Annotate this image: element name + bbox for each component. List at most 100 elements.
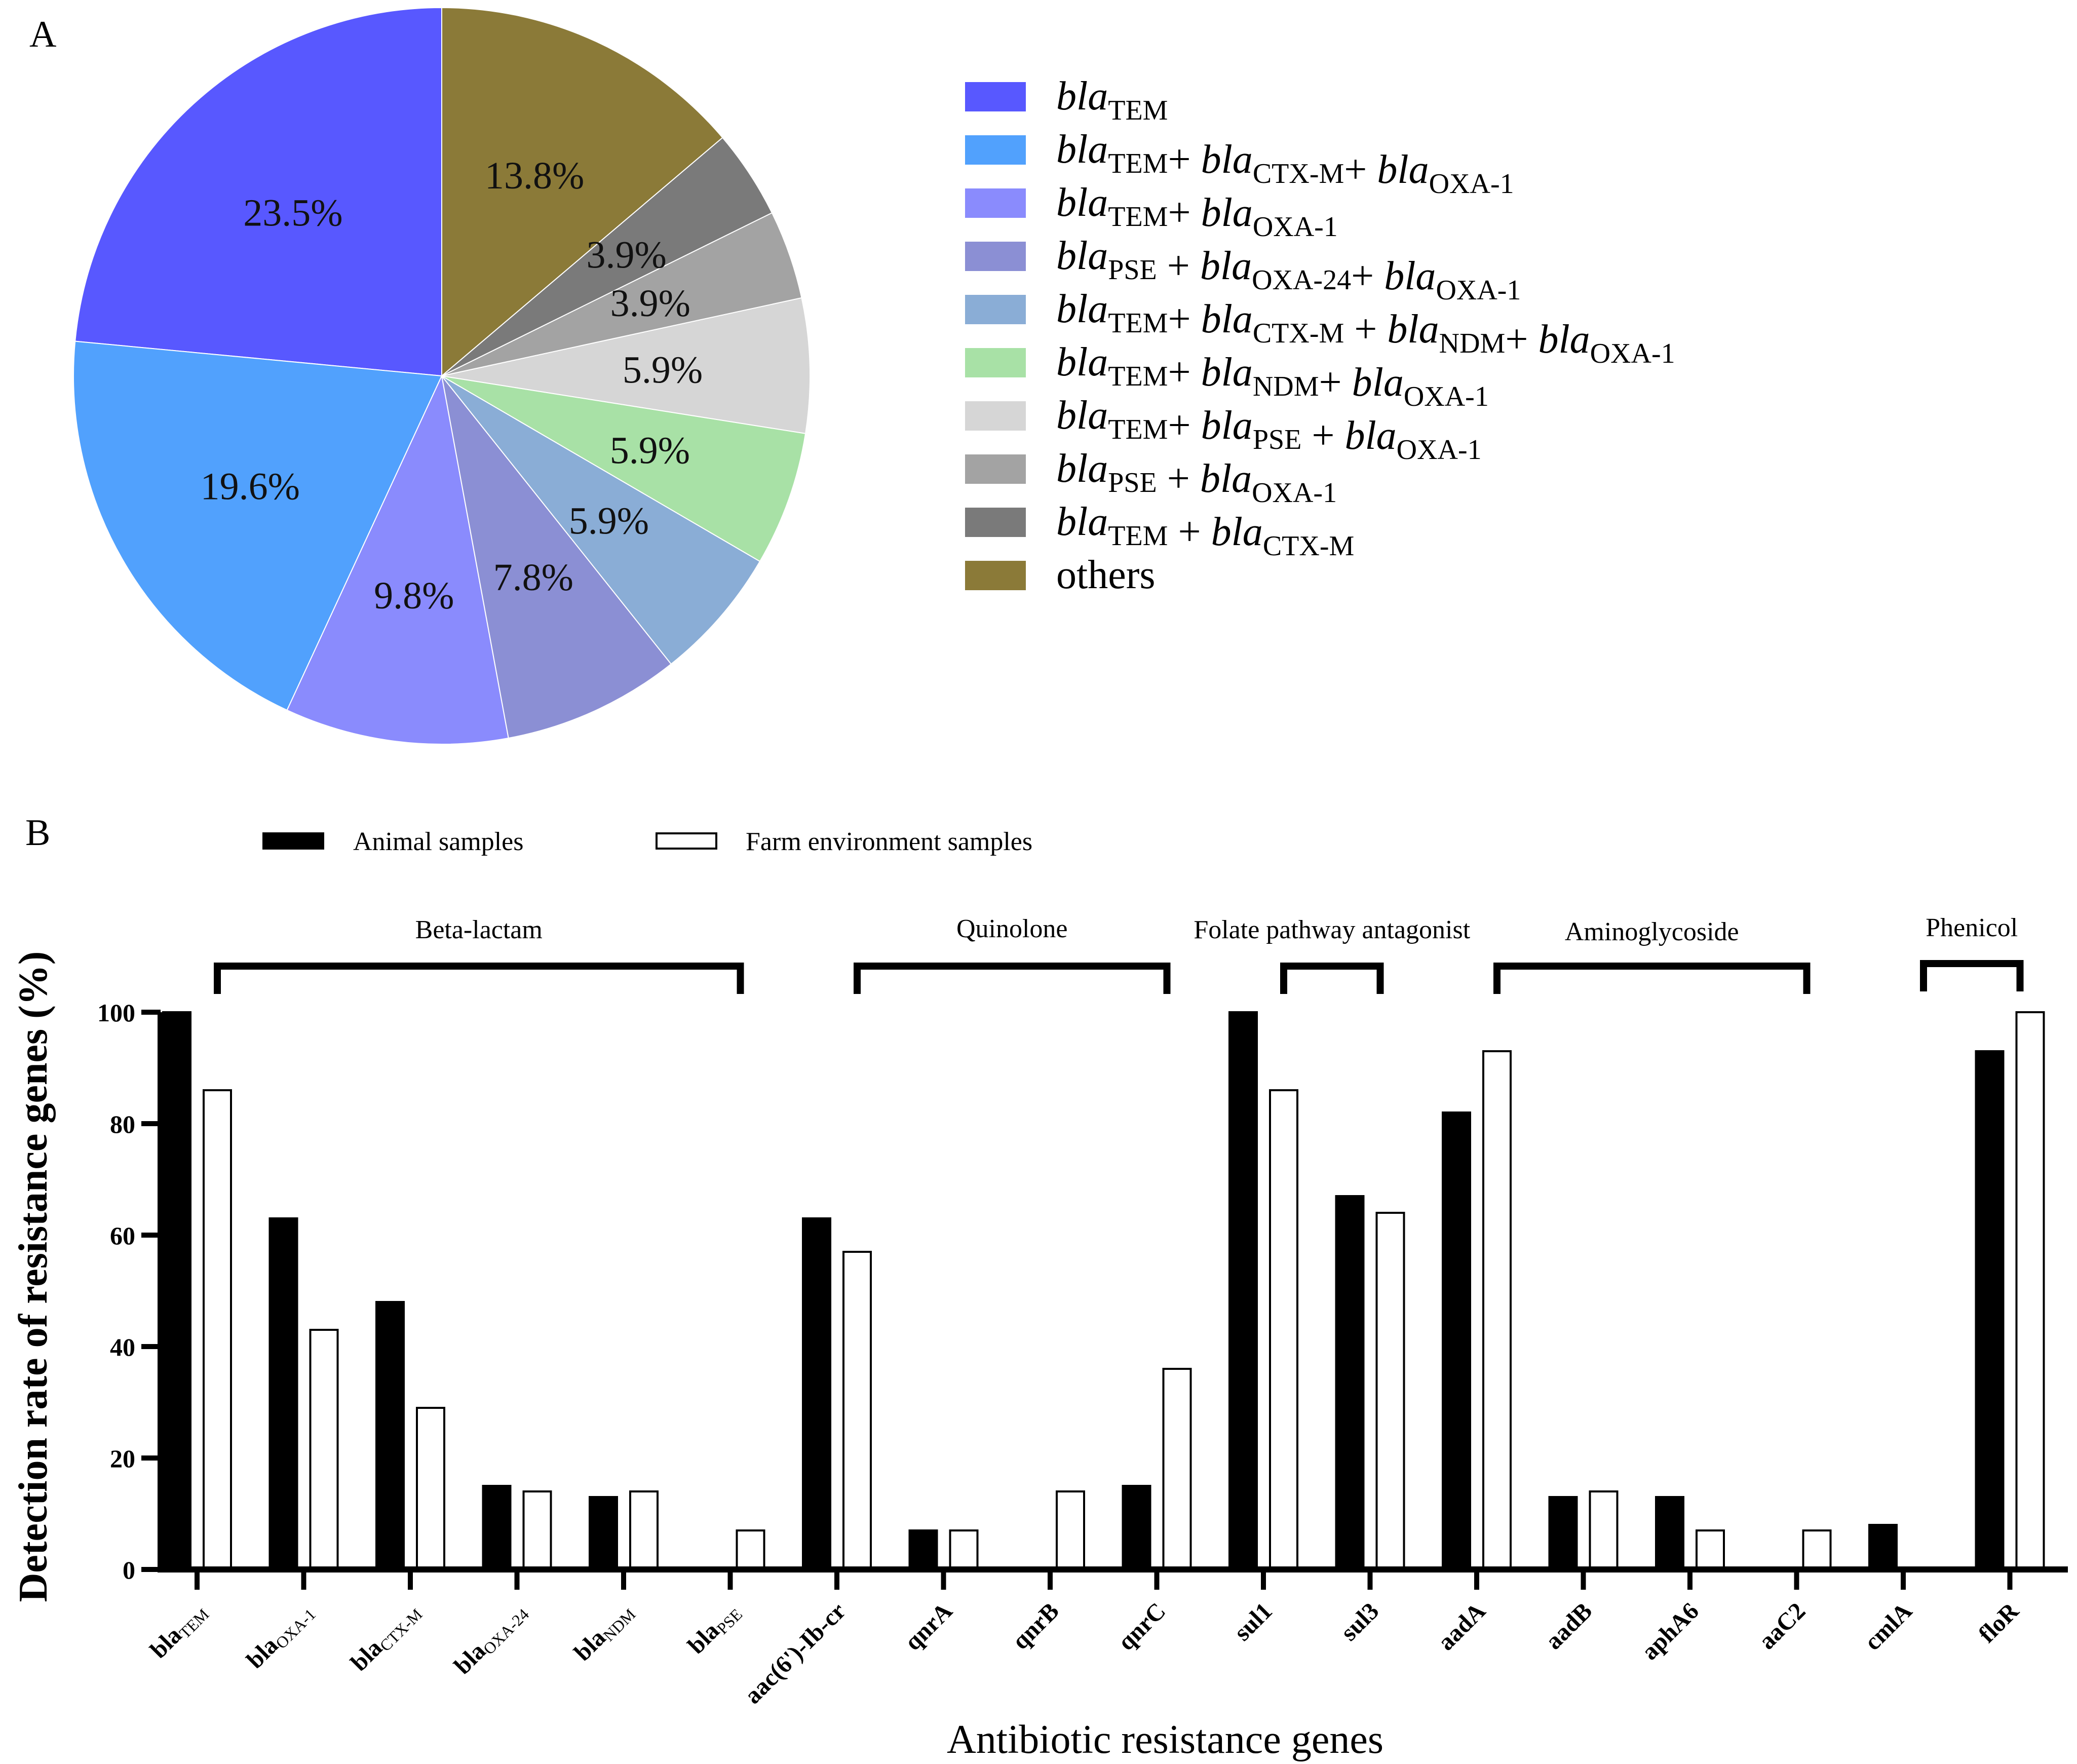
bar-farm-environment-samples-blatem <box>203 1089 232 1570</box>
group-bracket-phenicol <box>1920 960 2024 991</box>
x-tick-label-blandm: blaNDM <box>569 1597 639 1667</box>
legend-label-blatem-blaoxa-1: blaTEM+ blaOXA-1 <box>1056 180 1338 243</box>
bar-farm-environment-samples-blactx-m <box>416 1407 445 1570</box>
panel-b-label: B <box>25 812 50 854</box>
pie-label-others: 13.8% <box>485 155 584 197</box>
bar-legend: Animal samples Farm environment samples <box>262 827 1032 856</box>
x-tick-label-blaoxa-24: blaOXA-24 <box>449 1597 532 1681</box>
legend-swatch-blapse-blaoxa-1 <box>965 454 1026 484</box>
bar-animal-samples-blaoxa-1 <box>268 1217 298 1570</box>
bar-animal-samples-cmla <box>1868 1524 1898 1570</box>
group-bracket-quinolone <box>854 963 1171 994</box>
bar-farm-environment-samples-sul1 <box>1269 1089 1298 1570</box>
bar-animal-samples-sul3 <box>1335 1195 1365 1570</box>
pie-label-blatem: 23.5% <box>243 191 342 234</box>
bar-farm-environment-samples-apha6 <box>1696 1529 1725 1570</box>
legend-swatch-blatem-blandm-blaoxa-1 <box>965 348 1026 377</box>
x-tick-label-qnrc: qnrC <box>1112 1597 1171 1656</box>
legend-swatch-blatem <box>965 82 1026 111</box>
bar-series <box>162 1011 2045 1570</box>
x-tick-label-qnrb: qnrB <box>1007 1597 1064 1655</box>
bar-farm-environment-samples-blandm <box>629 1490 659 1570</box>
bar-farm-environment-samples-blapse <box>736 1529 765 1570</box>
x-tick-label-aada: aadA <box>1433 1597 1491 1656</box>
y-tick-label: 40 <box>110 1333 135 1361</box>
x-tick-label-cmla: cmlA <box>1859 1597 1917 1656</box>
panel-a-label: A <box>29 14 56 55</box>
x-tick-label-aac2: aaC2 <box>1753 1597 1811 1655</box>
pie-slice-blapse-blaoxa-24-blaoxa-1 <box>441 375 672 739</box>
group-bracket-beta-lactam <box>214 963 744 994</box>
legend-swatch-blatem-blapse-blaoxa-1 <box>965 401 1026 431</box>
legend-label-blatem-blactx-m: blaTEM + blaCTX-M <box>1056 500 1354 562</box>
pie-slice-blatem-blactx-m-blandm-blaoxa-1 <box>441 375 761 665</box>
y-tick-label: 100 <box>97 999 135 1027</box>
y-tick-label: 80 <box>110 1110 135 1138</box>
bar-animal-samples-sul1 <box>1228 1011 1258 1570</box>
pie-label-blatem-blandm-blaoxa-1: 5.9% <box>610 430 690 472</box>
bar-farm-environment-samples-blaoxa-24 <box>522 1490 552 1570</box>
y-tick-label: 0 <box>123 1556 135 1584</box>
pie-label-blatem-blactx-m-blaoxa-1: 19.6% <box>201 465 300 508</box>
group-label-quinolone: Quinolone <box>956 914 1068 943</box>
pie-label-blatem-blactx-m-blandm-blaoxa-1: 5.9% <box>569 500 649 542</box>
bar-farm-environment-samples-qnra <box>949 1529 979 1570</box>
bar-farm-environment-samples-qnrb <box>1056 1490 1085 1570</box>
bar-animal-samples-flor <box>1975 1050 2005 1570</box>
bar-animal-samples-qnrc <box>1122 1485 1151 1570</box>
legend-label-animal-samples: Animal samples <box>353 827 524 856</box>
pie-slice-blatem-blaoxa-1 <box>286 374 509 745</box>
bar-animal-samples-aac-6-ib-cr <box>802 1217 831 1570</box>
legend-swatch-blatem-blaoxa-1 <box>965 188 1026 218</box>
pie-slice-blatem <box>74 7 442 377</box>
x-tick-label-sul1: sul1 <box>1229 1597 1278 1646</box>
bar-farm-environment-samples-sul3 <box>1375 1212 1405 1570</box>
x-tick-label-blaoxa-1: blaOXA-1 <box>242 1597 319 1675</box>
bar-animal-samples-aada <box>1442 1111 1471 1570</box>
bar-animal-samples-blandm <box>589 1496 618 1570</box>
x-tick-label-aadb: aadB <box>1540 1597 1597 1655</box>
legend-label-blatem-blactx-m-blaoxa-1: blaTEM+ blaCTX-M+ blaOXA-1 <box>1056 127 1514 200</box>
legend-swatch-others <box>965 561 1026 590</box>
x-tick-label-aac-6-ib-cr: aac(6')-Ib-cr <box>739 1597 851 1709</box>
bar-farm-environment-samples-qnrc <box>1162 1368 1192 1570</box>
pie-slice-blatem-blandm-blaoxa-1 <box>441 375 806 562</box>
pie-label-blatem-blaoxa-1: 9.8% <box>374 574 454 617</box>
x-tick-label-sul3: sul3 <box>1335 1597 1384 1646</box>
legend-swatch-animal-samples <box>262 832 324 850</box>
pie-label-blapse-blaoxa-1: 3.9% <box>610 282 690 325</box>
bar-farm-environment-samples-flor <box>2015 1011 2045 1570</box>
y-tick-label: 20 <box>110 1444 135 1473</box>
legend-swatch-blatem-blactx-m <box>965 508 1026 537</box>
legend-label-blatem: blaTEM <box>1056 74 1168 126</box>
legend-swatch-blapse-blaoxa-24-blaoxa-1 <box>965 242 1026 271</box>
group-label-folate-pathway-antagonist: Folate pathway antagonist <box>1194 915 1470 944</box>
legend-swatch-farm-environment-samples <box>656 832 717 850</box>
x-tick-label-blactx-m: blaCTX-M <box>345 1597 426 1677</box>
bar-animal-samples-apha6 <box>1655 1496 1684 1570</box>
legend-label-blatem-blandm-blaoxa-1: blaTEM+ blaNDM+ blaOXA-1 <box>1056 340 1489 412</box>
bar-farm-environment-samples-aac2 <box>1802 1529 1832 1570</box>
pie-label-blapse-blaoxa-24-blaoxa-1: 7.8% <box>493 556 573 599</box>
pie-slice-blatem-blapse-blaoxa-1 <box>441 297 811 434</box>
bar-animal-samples-aadb <box>1548 1496 1578 1570</box>
bar-animal-samples-qnra <box>908 1529 938 1570</box>
legend-label-blapse-blaoxa-1: blaPSE + blaOXA-1 <box>1056 446 1337 509</box>
pie-labels: 23.5%19.6%9.8% 7.8%5.9%5.9%5.9%3.9%3.9%13… <box>201 155 703 617</box>
bar-farm-environment-samples-aac-6-ib-cr <box>842 1251 872 1570</box>
category-groups: Beta-lactam Quinolone Folate pathway antag… <box>214 913 2024 994</box>
bar-farm-environment-samples-aada <box>1482 1050 1512 1570</box>
y-tick-label: 60 <box>110 1221 135 1250</box>
pie-chart <box>73 7 811 745</box>
group-bracket-aminoglycoside <box>1493 963 1811 994</box>
group-label-aminoglycoside: Aminoglycoside <box>1565 917 1739 946</box>
x-tick-label-blatem: blaTEM <box>145 1597 212 1665</box>
pie-slice-others <box>441 7 723 377</box>
bar-animal-samples-blatem <box>162 1011 191 1570</box>
x-tick-label-blapse: blaPSE <box>683 1597 746 1661</box>
x-axis-label: Antibiotic resistance genes <box>947 1717 1383 1762</box>
group-label-beta-lactam: Beta-lactam <box>415 915 543 944</box>
pie-label-blatem-blapse-blaoxa-1: 5.9% <box>623 349 703 392</box>
legend-label-farm-environment-samples: Farm environment samples <box>746 827 1032 856</box>
